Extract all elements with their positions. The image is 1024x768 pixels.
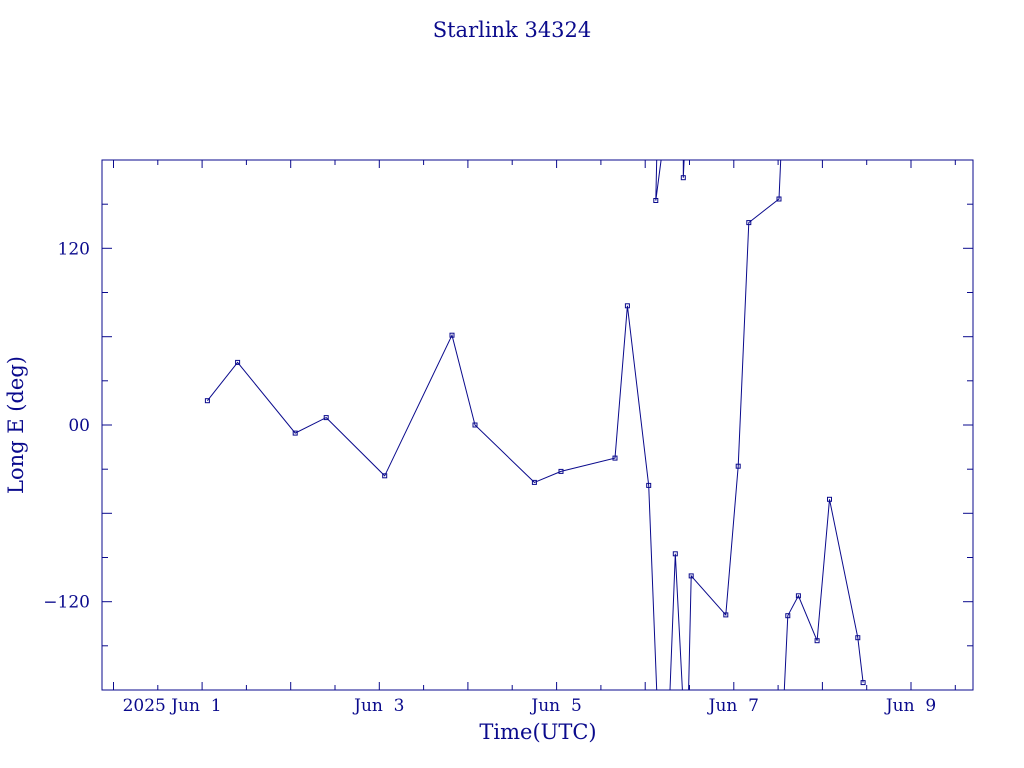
data-point [814,638,820,644]
y-tick-label: 00 [68,416,90,436]
data-point [612,455,618,461]
series-line [688,159,782,691]
data-point [735,463,741,469]
series-line [783,499,864,691]
data-point [723,612,729,618]
data-point [292,430,298,436]
x-tick-label: 2025 Jun 1 [123,696,222,716]
plot-frame [101,159,974,691]
data-point [449,332,455,338]
data-point [646,482,652,488]
data-point [746,220,752,226]
data-point [860,680,866,686]
y-tick-label: 120 [58,239,90,259]
x-axis-label: Time(UTC) [479,720,596,744]
axes: 2025 Jun 1 Jun 3 Jun 5 Jun 7 Jun 9 120 00 −120 [43,160,973,716]
chart-title: Starlink 34324 [433,18,592,42]
data-point [680,175,686,181]
data-point [531,479,537,485]
y-tick-label: −120 [43,593,90,613]
series-line [669,553,683,691]
x-tick-label: Jun 3 [352,696,404,716]
data-point [688,573,694,579]
data-point [323,415,329,421]
data-point [204,398,210,404]
series-line [207,305,658,691]
plot-area [204,159,866,691]
series-line [655,159,662,201]
x-tick-label: Jun 7 [707,696,759,716]
data-point [672,551,678,557]
data-point [653,198,659,203]
data-point [624,303,630,309]
data-point [795,593,801,599]
data-point [776,196,782,202]
x-tick-label: Jun 9 [884,696,936,716]
data-point [785,613,791,619]
data-point [382,473,388,479]
x-tick-label: Jun 5 [529,696,581,716]
series-line [682,159,685,178]
y-axis-label: Long E (deg) [4,356,28,494]
data-point [855,635,861,641]
data-point [235,359,241,365]
data-point [827,496,832,502]
data-point [472,422,478,428]
data-point [558,468,564,474]
